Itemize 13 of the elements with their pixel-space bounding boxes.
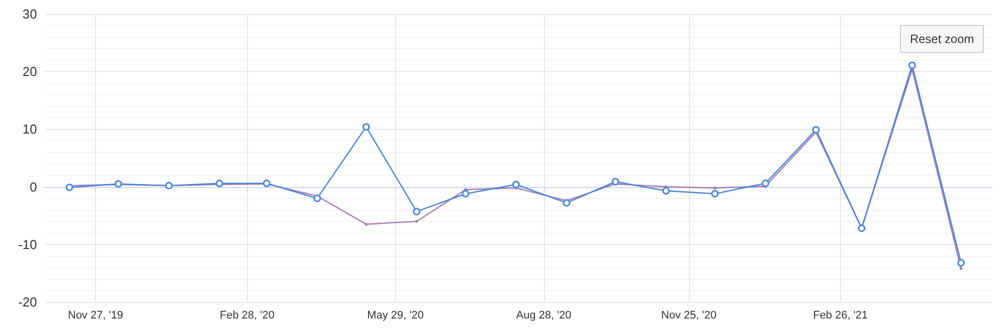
x-tick-label: Feb 26, '21: [813, 310, 868, 322]
y-tick-label: -20: [18, 294, 37, 310]
x-tick-label: Nov 27, '19: [68, 310, 124, 322]
y-tick-label: 30: [22, 6, 37, 22]
x-tick-label: May 29, '20: [367, 310, 424, 322]
y-tick-label: -10: [18, 236, 37, 252]
x-tick-label: Feb 28, '20: [220, 310, 274, 322]
y-tick-label: 20: [22, 64, 37, 80]
y-tick-label: 0: [30, 179, 37, 194]
x-tick-label: Aug 28, '20: [516, 310, 572, 322]
x-tick-label: Nov 25, '20: [661, 310, 716, 322]
reset-zoom-button: Reset zoom: [900, 25, 984, 53]
y-tick-label: 10: [22, 122, 37, 137]
